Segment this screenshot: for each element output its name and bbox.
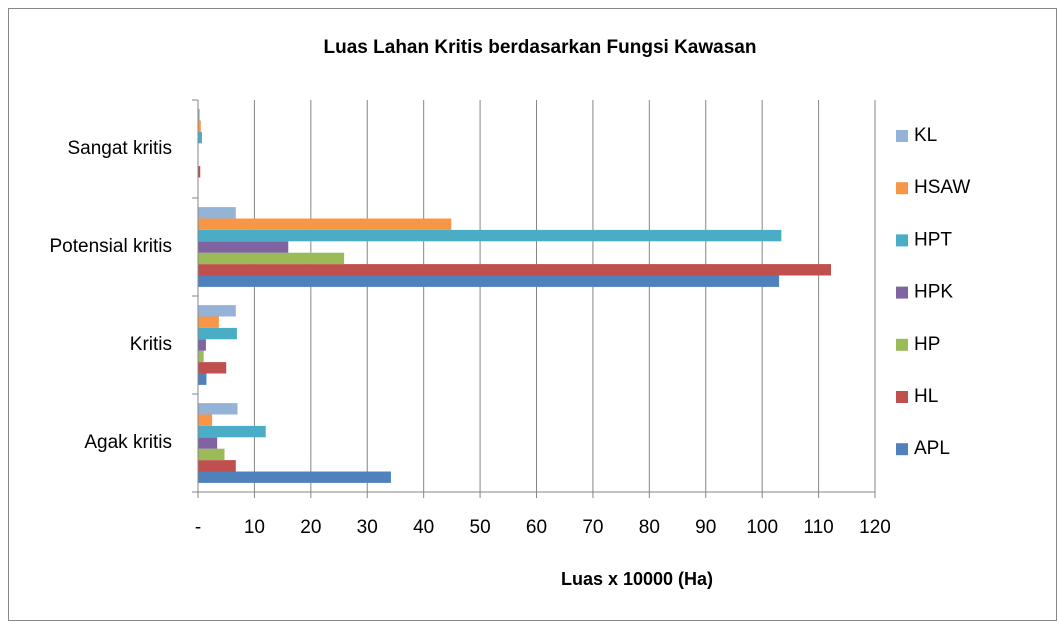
bar	[198, 403, 238, 415]
legend-label: HPK	[914, 282, 953, 303]
bar	[198, 414, 213, 426]
x-tick-label: 120	[859, 517, 891, 538]
legend-label: KL	[914, 125, 937, 146]
chart-border	[8, 8, 1057, 621]
legend-swatch	[896, 182, 908, 195]
bar	[198, 241, 289, 253]
x-tick-label: 80	[639, 517, 660, 538]
legend-swatch	[896, 391, 908, 403]
bar	[198, 305, 236, 317]
bar	[198, 437, 218, 449]
bar	[198, 373, 207, 385]
bar	[198, 166, 201, 178]
y-tick-label: Potensial kritis	[50, 236, 173, 257]
legend-swatch	[896, 286, 908, 299]
bar	[198, 218, 452, 230]
x-tick-label: 10	[244, 517, 265, 538]
legend-swatch	[896, 130, 908, 142]
bar	[198, 362, 227, 374]
x-tick-label: 30	[357, 517, 378, 538]
legend-swatch	[896, 443, 908, 456]
bar	[198, 120, 201, 132]
x-tick-label: 20	[300, 517, 321, 538]
bar	[198, 460, 236, 472]
bar	[198, 229, 782, 242]
bar	[198, 275, 780, 287]
x-tick-label: 70	[582, 517, 603, 538]
bar	[198, 207, 236, 219]
bar	[198, 448, 225, 461]
y-tick-label: Agak kritis	[84, 432, 172, 453]
bar	[198, 471, 391, 483]
legend-label: HPT	[914, 229, 952, 250]
bar	[198, 252, 345, 265]
bar	[198, 264, 831, 276]
x-tick-label: 50	[470, 517, 491, 538]
x-tick-label: 60	[526, 517, 547, 538]
legend-label: HP	[914, 334, 940, 355]
bar	[198, 339, 206, 351]
bar	[198, 425, 266, 438]
legend-swatch	[896, 338, 908, 351]
bar	[198, 109, 200, 121]
chart-title: Luas Lahan Kritis berdasarkan Fungsi Kaw…	[324, 37, 757, 58]
x-tick-label: 40	[413, 517, 434, 538]
y-tick-label: Kritis	[130, 334, 172, 355]
x-tick-label: 100	[746, 517, 778, 538]
x-tick-label: 110	[803, 517, 833, 538]
y-tick-label: Sangat kritis	[67, 138, 172, 159]
legend-label: HSAW	[914, 177, 970, 198]
bar	[198, 327, 237, 340]
legend-label: HL	[914, 386, 938, 407]
x-axis-title: Luas x 10000 (Ha)	[561, 569, 713, 589]
legend-swatch	[896, 234, 908, 247]
bar	[198, 350, 204, 363]
legend-label: APL	[914, 438, 950, 459]
bar	[198, 131, 202, 144]
x-tick-label: 90	[695, 517, 716, 538]
x-tick-label: -	[195, 517, 201, 538]
bar	[198, 316, 219, 328]
